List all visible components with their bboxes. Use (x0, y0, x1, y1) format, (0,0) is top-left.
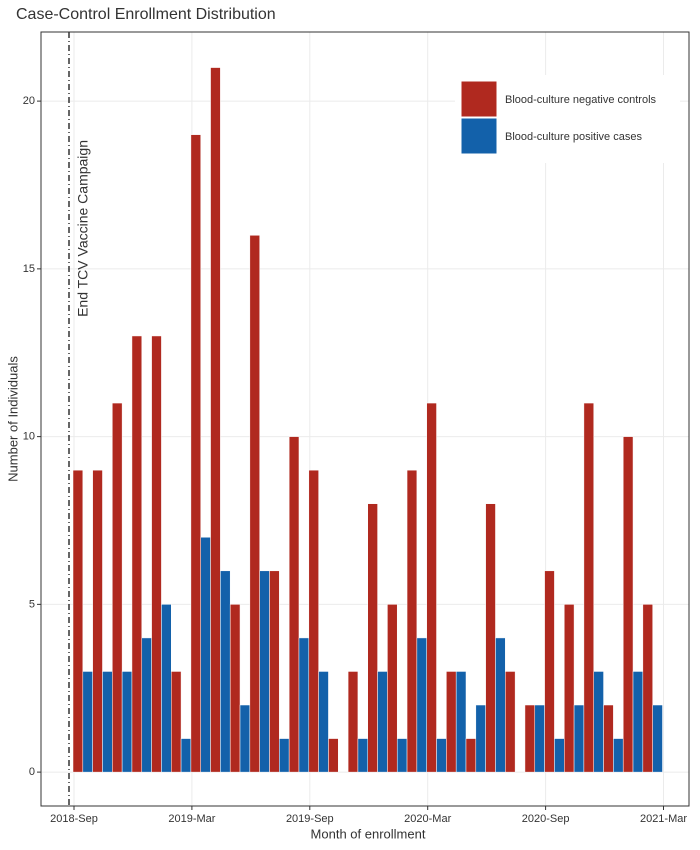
bar (367, 503, 378, 773)
x-tick-label: 2019-Sep (286, 813, 334, 825)
legend-label: Blood-culture positive cases (505, 131, 642, 143)
panel-border (40, 31, 690, 807)
bar (455, 671, 467, 773)
bar (288, 436, 300, 773)
bar (603, 704, 614, 773)
bar (446, 671, 457, 773)
y-tick-label: 0 (29, 766, 35, 778)
x-tick-label: 2021-Mar (640, 813, 687, 825)
bar (180, 738, 192, 773)
legend-swatch (460, 117, 498, 155)
bar (200, 537, 211, 773)
bar (465, 738, 477, 773)
bar (387, 604, 398, 773)
bar (190, 134, 201, 773)
x-tick-label: 2019-Mar (168, 813, 215, 825)
x-tick-label: 2018-Sep (50, 813, 98, 825)
x-tick-label: 2020-Sep (522, 813, 570, 825)
x-tick-label: 2020-Mar (404, 813, 451, 825)
bar (632, 671, 644, 773)
bar (544, 570, 555, 773)
bar (328, 738, 339, 773)
bar (583, 402, 594, 773)
bar (121, 671, 133, 773)
bar (112, 402, 123, 773)
legend-swatch (460, 80, 498, 118)
bar (308, 469, 319, 773)
bar (554, 738, 565, 773)
bar (259, 570, 270, 773)
y-tick-label: 10 (23, 431, 35, 443)
bar (475, 704, 486, 773)
bar (416, 637, 427, 773)
bar (82, 671, 93, 773)
bar (92, 469, 103, 773)
y-axis-label: Number of Individuals (5, 356, 20, 482)
bar (436, 738, 447, 773)
bar (622, 436, 634, 773)
bar (485, 503, 496, 773)
annotation: End TCV Vaccine Campaign (75, 140, 91, 317)
bar (249, 235, 260, 773)
bar (426, 402, 437, 773)
chart-title: Case-Control Enrollment Distribution (16, 6, 276, 23)
y-tick-label: 15 (23, 263, 35, 275)
bar (298, 637, 310, 773)
bar (151, 335, 162, 773)
bar (102, 671, 113, 773)
bar (396, 738, 408, 773)
bar (505, 671, 516, 773)
bar (279, 738, 290, 773)
bar (210, 67, 221, 773)
bar (534, 704, 545, 773)
y-tick-label: 5 (29, 598, 35, 610)
bar (377, 671, 388, 773)
bar (495, 637, 506, 773)
bar (406, 469, 418, 773)
bar (171, 671, 182, 773)
bar (642, 604, 653, 773)
bar (72, 469, 84, 773)
bar (220, 570, 231, 773)
x-axis-label: Month of enrollment (311, 826, 426, 841)
legend-label: Blood-culture negative controls (505, 94, 657, 106)
bar (593, 671, 604, 773)
bar (652, 704, 663, 773)
bar (573, 704, 585, 773)
bar (613, 738, 624, 773)
bar (269, 570, 280, 773)
bar (357, 738, 368, 773)
y-tick-label: 20 (23, 95, 35, 107)
bar (161, 604, 172, 773)
bar (347, 671, 359, 773)
bar (318, 671, 329, 773)
bar (524, 704, 536, 773)
bar (141, 637, 152, 773)
bar (229, 604, 241, 773)
bar (564, 604, 575, 773)
bar (131, 335, 143, 773)
bar (239, 704, 251, 773)
